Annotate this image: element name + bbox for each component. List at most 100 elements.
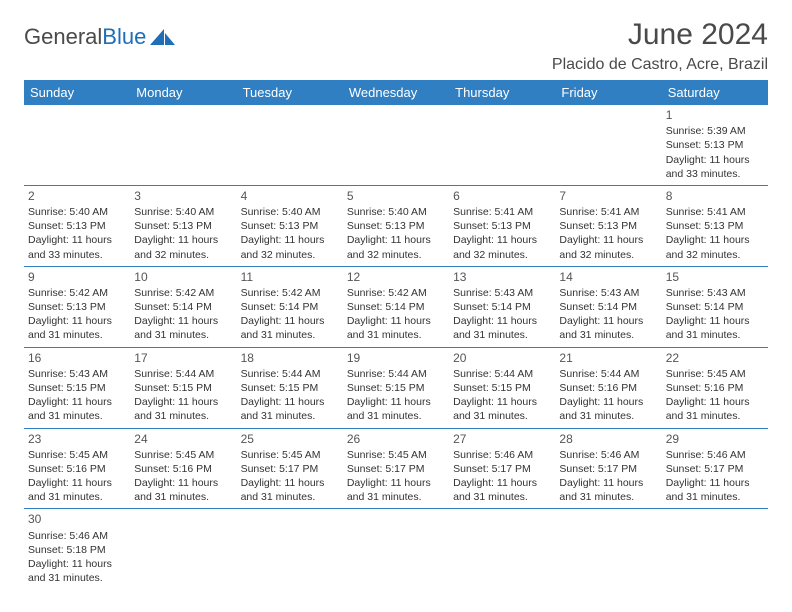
calendar-day-cell: 30Sunrise: 5:46 AMSunset: 5:18 PMDayligh… xyxy=(24,509,130,589)
daylight-text: Daylight: 11 hours and 33 minutes. xyxy=(28,233,124,261)
daylight-text: Daylight: 11 hours and 31 minutes. xyxy=(559,314,655,342)
calendar-day-cell: 14Sunrise: 5:43 AMSunset: 5:14 PMDayligh… xyxy=(555,266,661,347)
calendar-day-cell: 10Sunrise: 5:42 AMSunset: 5:14 PMDayligh… xyxy=(130,266,236,347)
day-number: 27 xyxy=(453,431,549,447)
calendar-day-cell xyxy=(555,105,661,185)
day-number: 9 xyxy=(28,269,124,285)
weekday-monday: Monday xyxy=(130,80,236,105)
sunset-text: Sunset: 5:16 PM xyxy=(28,462,124,476)
sunrise-text: Sunrise: 5:40 AM xyxy=(28,205,124,219)
daylight-text: Daylight: 11 hours and 31 minutes. xyxy=(134,476,230,504)
day-number: 5 xyxy=(347,188,443,204)
daylight-text: Daylight: 11 hours and 32 minutes. xyxy=(453,233,549,261)
calendar-day-cell xyxy=(555,509,661,589)
calendar-day-cell xyxy=(343,509,449,589)
sunset-text: Sunset: 5:14 PM xyxy=(134,300,230,314)
sunrise-text: Sunrise: 5:44 AM xyxy=(241,367,337,381)
logo: GeneralBlue xyxy=(24,24,176,50)
sunset-text: Sunset: 5:15 PM xyxy=(241,381,337,395)
calendar-day-cell: 18Sunrise: 5:44 AMSunset: 5:15 PMDayligh… xyxy=(237,347,343,428)
weekday-sunday: Sunday xyxy=(24,80,130,105)
day-number: 4 xyxy=(241,188,337,204)
sunset-text: Sunset: 5:14 PM xyxy=(241,300,337,314)
daylight-text: Daylight: 11 hours and 32 minutes. xyxy=(666,233,762,261)
calendar-day-cell: 19Sunrise: 5:44 AMSunset: 5:15 PMDayligh… xyxy=(343,347,449,428)
calendar-day-cell: 13Sunrise: 5:43 AMSunset: 5:14 PMDayligh… xyxy=(449,266,555,347)
sunrise-text: Sunrise: 5:42 AM xyxy=(241,286,337,300)
daylight-text: Daylight: 11 hours and 31 minutes. xyxy=(241,314,337,342)
calendar-day-cell: 16Sunrise: 5:43 AMSunset: 5:15 PMDayligh… xyxy=(24,347,130,428)
day-number: 10 xyxy=(134,269,230,285)
calendar-day-cell: 6Sunrise: 5:41 AMSunset: 5:13 PMDaylight… xyxy=(449,185,555,266)
sunset-text: Sunset: 5:16 PM xyxy=(666,381,762,395)
sunrise-text: Sunrise: 5:40 AM xyxy=(134,205,230,219)
sunset-text: Sunset: 5:15 PM xyxy=(347,381,443,395)
daylight-text: Daylight: 11 hours and 32 minutes. xyxy=(134,233,230,261)
sunset-text: Sunset: 5:17 PM xyxy=(453,462,549,476)
daylight-text: Daylight: 11 hours and 31 minutes. xyxy=(559,395,655,423)
calendar-week-row: 16Sunrise: 5:43 AMSunset: 5:15 PMDayligh… xyxy=(24,347,768,428)
calendar-day-cell xyxy=(130,509,236,589)
sunset-text: Sunset: 5:17 PM xyxy=(241,462,337,476)
weekday-header-row: Sunday Monday Tuesday Wednesday Thursday… xyxy=(24,80,768,105)
sunrise-text: Sunrise: 5:41 AM xyxy=(666,205,762,219)
sunset-text: Sunset: 5:15 PM xyxy=(28,381,124,395)
calendar-day-cell xyxy=(130,105,236,185)
sunrise-text: Sunrise: 5:46 AM xyxy=(559,448,655,462)
daylight-text: Daylight: 11 hours and 31 minutes. xyxy=(347,395,443,423)
sunrise-text: Sunrise: 5:45 AM xyxy=(666,367,762,381)
daylight-text: Daylight: 11 hours and 31 minutes. xyxy=(28,476,124,504)
daylight-text: Daylight: 11 hours and 32 minutes. xyxy=(347,233,443,261)
sunrise-text: Sunrise: 5:44 AM xyxy=(559,367,655,381)
daylight-text: Daylight: 11 hours and 31 minutes. xyxy=(241,476,337,504)
calendar-week-row: 30Sunrise: 5:46 AMSunset: 5:18 PMDayligh… xyxy=(24,509,768,589)
weekday-tuesday: Tuesday xyxy=(237,80,343,105)
sunset-text: Sunset: 5:13 PM xyxy=(28,300,124,314)
calendar-day-cell: 22Sunrise: 5:45 AMSunset: 5:16 PMDayligh… xyxy=(662,347,768,428)
month-title: June 2024 xyxy=(552,18,768,52)
sunset-text: Sunset: 5:15 PM xyxy=(453,381,549,395)
sunrise-text: Sunrise: 5:46 AM xyxy=(453,448,549,462)
sunset-text: Sunset: 5:15 PM xyxy=(134,381,230,395)
sunset-text: Sunset: 5:17 PM xyxy=(347,462,443,476)
sunset-text: Sunset: 5:13 PM xyxy=(453,219,549,233)
calendar-day-cell xyxy=(237,105,343,185)
sunrise-text: Sunrise: 5:44 AM xyxy=(347,367,443,381)
calendar-week-row: 23Sunrise: 5:45 AMSunset: 5:16 PMDayligh… xyxy=(24,428,768,509)
sunrise-text: Sunrise: 5:46 AM xyxy=(666,448,762,462)
day-number: 7 xyxy=(559,188,655,204)
sunrise-text: Sunrise: 5:44 AM xyxy=(134,367,230,381)
day-number: 11 xyxy=(241,269,337,285)
calendar-day-cell xyxy=(343,105,449,185)
day-number: 20 xyxy=(453,350,549,366)
calendar-day-cell xyxy=(662,509,768,589)
calendar-day-cell: 1Sunrise: 5:39 AMSunset: 5:13 PMDaylight… xyxy=(662,105,768,185)
day-number: 29 xyxy=(666,431,762,447)
sunset-text: Sunset: 5:17 PM xyxy=(559,462,655,476)
calendar-day-cell: 26Sunrise: 5:45 AMSunset: 5:17 PMDayligh… xyxy=(343,428,449,509)
daylight-text: Daylight: 11 hours and 33 minutes. xyxy=(666,153,762,181)
daylight-text: Daylight: 11 hours and 31 minutes. xyxy=(666,476,762,504)
sunrise-text: Sunrise: 5:46 AM xyxy=(28,529,124,543)
calendar-table: Sunday Monday Tuesday Wednesday Thursday… xyxy=(24,80,768,589)
daylight-text: Daylight: 11 hours and 31 minutes. xyxy=(666,395,762,423)
daylight-text: Daylight: 11 hours and 31 minutes. xyxy=(134,395,230,423)
sunrise-text: Sunrise: 5:43 AM xyxy=(453,286,549,300)
day-number: 23 xyxy=(28,431,124,447)
sunset-text: Sunset: 5:13 PM xyxy=(666,138,762,152)
daylight-text: Daylight: 11 hours and 31 minutes. xyxy=(347,476,443,504)
daylight-text: Daylight: 11 hours and 31 minutes. xyxy=(453,395,549,423)
logo-sail-icon xyxy=(150,27,176,47)
day-number: 18 xyxy=(241,350,337,366)
sunrise-text: Sunrise: 5:45 AM xyxy=(241,448,337,462)
daylight-text: Daylight: 11 hours and 31 minutes. xyxy=(559,476,655,504)
daylight-text: Daylight: 11 hours and 31 minutes. xyxy=(453,314,549,342)
daylight-text: Daylight: 11 hours and 31 minutes. xyxy=(28,395,124,423)
sunrise-text: Sunrise: 5:42 AM xyxy=(347,286,443,300)
sunset-text: Sunset: 5:13 PM xyxy=(347,219,443,233)
weekday-saturday: Saturday xyxy=(662,80,768,105)
calendar-day-cell: 9Sunrise: 5:42 AMSunset: 5:13 PMDaylight… xyxy=(24,266,130,347)
sunrise-text: Sunrise: 5:45 AM xyxy=(28,448,124,462)
calendar-body: 1Sunrise: 5:39 AMSunset: 5:13 PMDaylight… xyxy=(24,105,768,589)
header: GeneralBlue June 2024 Placido de Castro,… xyxy=(24,18,768,74)
